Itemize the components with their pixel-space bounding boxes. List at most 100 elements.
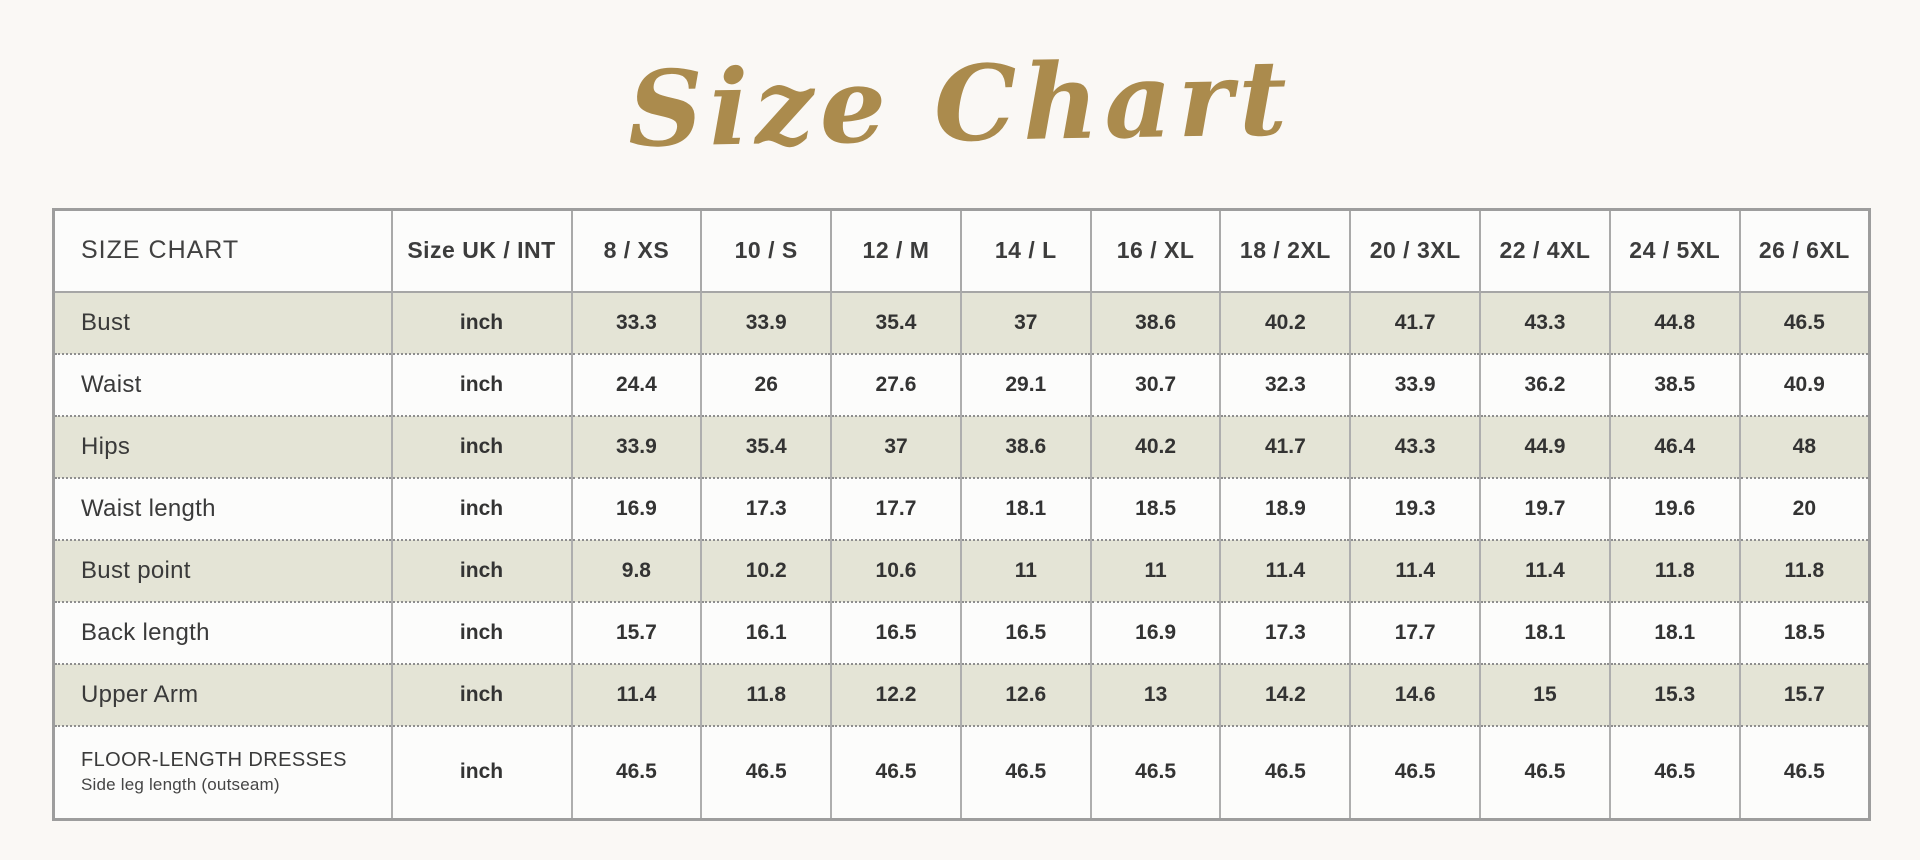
size-header: 16 / XL (1090, 209, 1222, 292)
value-cell: 11.4 (1480, 539, 1611, 602)
table-head: SIZE CHART Size UK / INT 8 / XS 10 / S 12 … (53, 209, 1870, 292)
value-cell: 37 (960, 291, 1092, 354)
row-label: Waist (53, 353, 393, 416)
unit-column-header: Size UK / INT (391, 209, 573, 292)
size-header: 10 / S (701, 209, 833, 292)
value-cell: 10.2 (701, 539, 833, 602)
table-body: Bust inch 33.3 33.9 35.4 37 38.6 40.2 41.7 43.3 44… (53, 291, 1870, 820)
value-cell: 46.5 (1480, 725, 1611, 820)
value-cell: 14.6 (1350, 663, 1482, 726)
value-cell: 46.4 (1609, 415, 1741, 478)
value-cell: 43.3 (1480, 291, 1611, 354)
unit-cell: inch (391, 725, 573, 820)
value-cell: 12.6 (960, 663, 1092, 726)
size-header: 14 / L (960, 209, 1092, 292)
value-cell: 15 (1480, 663, 1611, 726)
page-title: Size Chart (626, 36, 1294, 171)
value-cell: 33.9 (571, 415, 703, 478)
value-cell: 32.3 (1220, 353, 1352, 416)
header-row: SIZE CHART Size UK / INT 8 / XS 10 / S 12 … (53, 209, 1870, 292)
row-label: Bust (53, 291, 393, 354)
page-header: Size Chart (0, 0, 1920, 208)
value-cell: 16.1 (701, 601, 833, 664)
value-cell: 15.7 (1739, 663, 1870, 726)
size-header: 26 / 6XL (1739, 209, 1870, 292)
value-cell: 44.8 (1609, 291, 1741, 354)
value-cell: 36.2 (1480, 353, 1611, 416)
unit-cell: inch (391, 539, 573, 602)
table-row: Bust point inch 9.8 10.2 10.6 11 11 11.4 11.4 11.… (53, 539, 1870, 602)
size-header: 20 / 3XL (1350, 209, 1482, 292)
table-row: FLOOR-LENGTH DRESSES Side leg length (out… (53, 725, 1870, 820)
unit-cell: inch (391, 353, 573, 416)
value-cell: 33.9 (701, 291, 833, 354)
value-cell: 46.5 (1090, 725, 1222, 820)
table-row: Upper Arm inch 11.4 11.8 12.2 12.6 13 14.2 14.6 1… (53, 663, 1870, 726)
value-cell: 17.3 (1220, 601, 1352, 664)
size-header: 24 / 5XL (1609, 209, 1741, 292)
value-cell: 29.1 (960, 353, 1092, 416)
corner-header: SIZE CHART (53, 209, 393, 292)
value-cell: 44.9 (1480, 415, 1611, 478)
row-label: Back length (53, 601, 393, 664)
value-cell: 19.6 (1609, 477, 1741, 540)
value-cell: 30.7 (1090, 353, 1222, 416)
value-cell: 38.6 (960, 415, 1092, 478)
row-label-main: FLOOR-LENGTH DRESSES (81, 749, 347, 772)
value-cell: 40.2 (1090, 415, 1222, 478)
value-cell: 18.5 (1090, 477, 1222, 540)
row-label-sub: Side leg length (outseam) (81, 775, 280, 795)
value-cell: 41.7 (1350, 291, 1482, 354)
value-cell: 40.2 (1220, 291, 1352, 354)
value-cell: 10.6 (831, 539, 962, 602)
value-cell: 16.9 (571, 477, 703, 540)
value-cell: 18.1 (960, 477, 1092, 540)
value-cell: 18.1 (1609, 601, 1741, 664)
value-cell: 46.5 (1609, 725, 1741, 820)
value-cell: 48 (1739, 415, 1870, 478)
value-cell: 16.5 (960, 601, 1092, 664)
value-cell: 14.2 (1220, 663, 1352, 726)
value-cell: 16.5 (831, 601, 962, 664)
value-cell: 19.7 (1480, 477, 1611, 540)
value-cell: 46.5 (1783, 760, 1825, 784)
value-cell: 46.5 (1220, 725, 1352, 820)
value-cell: 38.6 (1090, 291, 1222, 354)
row-label: Waist length (53, 477, 393, 540)
size-header: 22 / 4XL (1480, 209, 1611, 292)
value-cell: 11.8 (701, 663, 833, 726)
table-row: Back length inch 15.7 16.1 16.5 16.5 16.9 17.3 1… (53, 601, 1870, 664)
size-header: 18 / 2XL (1220, 209, 1352, 292)
table-row: Bust inch 33.3 33.9 35.4 37 38.6 40.2 41.7 43.3 44… (53, 291, 1870, 354)
value-cell: 11.8 (1739, 539, 1870, 602)
value-cell: 46.5 (831, 725, 962, 820)
value-cell: 18.5 (1783, 620, 1825, 644)
unit-cell: inch (391, 477, 573, 540)
row-label: Bust point (53, 539, 393, 602)
value-cell: 46.5 (1739, 291, 1870, 354)
value-cell: 35.4 (701, 415, 833, 478)
value-cell: 17.7 (831, 477, 962, 540)
unit-cell: inch (391, 601, 573, 664)
value-cell: 11.8 (1609, 539, 1741, 602)
value-cell: 12.2 (831, 663, 962, 726)
value-cell: 13 (1090, 663, 1222, 726)
size-header: 12 / M (831, 209, 962, 292)
value-cell: 26 (701, 353, 833, 416)
value-cell: 27.6 (831, 353, 962, 416)
row-label: Upper Arm (53, 663, 393, 726)
value-cell: 46.5 (1350, 725, 1482, 820)
size-chart-table: SIZE CHART Size UK / INT 8 / XS 10 / S 12 … (52, 208, 1871, 821)
value-cell: 9.8 (571, 539, 703, 602)
row-label: FLOOR-LENGTH DRESSES Side leg length (out… (53, 725, 393, 820)
table-row: Hips inch 33.9 35.4 37 38.6 40.2 41.7 43.3 44.9 46… (53, 415, 1870, 478)
size-header: 8 / XS (571, 209, 703, 292)
value-cell: 17.7 (1350, 601, 1482, 664)
value-cell: 46.5 (701, 725, 833, 820)
value-cell: 24.4 (571, 353, 703, 416)
value-cell: 46.5 (960, 725, 1092, 820)
value-cell: 35.4 (831, 291, 962, 354)
value-cell: 37 (831, 415, 962, 478)
value-cell: 46.5 (571, 725, 703, 820)
value-cell: 15.3 (1609, 663, 1741, 726)
